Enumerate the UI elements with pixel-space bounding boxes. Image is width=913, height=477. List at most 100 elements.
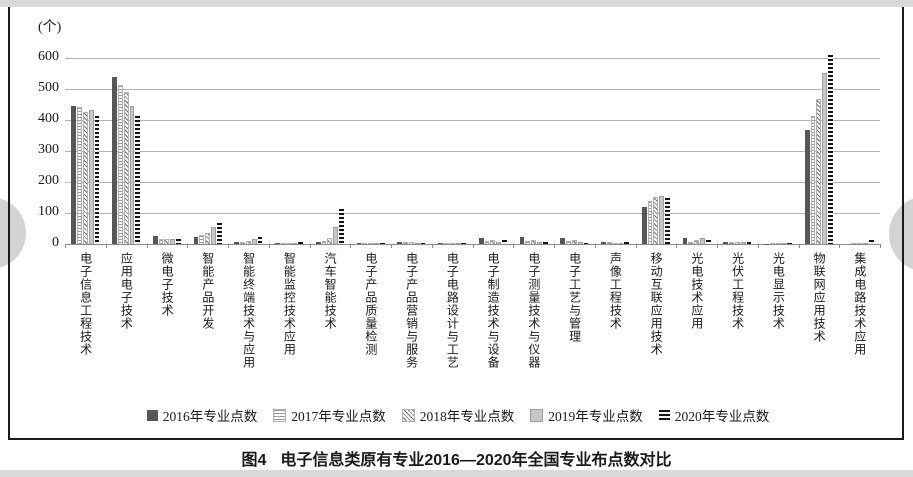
bar-group xyxy=(636,58,677,244)
bar xyxy=(414,242,420,244)
bar xyxy=(356,242,362,244)
bar xyxy=(298,242,304,244)
bar xyxy=(740,241,746,244)
bar xyxy=(542,241,548,244)
x-axis-category-label: 智能产品开发 xyxy=(200,252,215,330)
bar xyxy=(734,241,740,244)
legend-item: 2017年专业点数 xyxy=(273,405,386,425)
legend-label: 2016年专业点数 xyxy=(162,409,258,424)
x-axis-tick xyxy=(513,244,515,248)
bar-group xyxy=(106,58,147,244)
x-axis-category-label: 移动互联应用技术 xyxy=(649,252,664,356)
bar-group xyxy=(595,58,636,244)
x-axis-tick xyxy=(676,244,678,248)
figure-caption: 图4 电子信息类原有专业2016—2020年全国专业布点数对比 xyxy=(0,446,913,470)
bar xyxy=(560,238,566,244)
bar xyxy=(682,237,688,244)
bar xyxy=(496,241,502,244)
bar-group xyxy=(228,58,269,244)
bar xyxy=(333,226,339,244)
bar xyxy=(566,240,571,244)
bar xyxy=(158,239,164,244)
plot-area: 0 100 200 300 400 500 600 xyxy=(38,49,881,250)
bar xyxy=(123,92,129,244)
bar xyxy=(729,242,734,244)
bar xyxy=(321,240,327,244)
x-axis-category-label: 电子测量技术与仪器 xyxy=(526,252,541,369)
bar xyxy=(374,243,379,244)
bar xyxy=(868,240,874,244)
bar xyxy=(152,235,158,244)
x-axis-tick xyxy=(554,244,555,248)
bar xyxy=(531,240,537,244)
y-axis-tick-label: 300 xyxy=(38,142,59,157)
bar xyxy=(245,240,251,244)
legend-item: 2020年专业点数 xyxy=(658,405,769,425)
bar xyxy=(775,243,781,244)
bar xyxy=(251,238,257,244)
y-axis-tick-label: 600 xyxy=(38,49,59,64)
x-axis-category-label: 光伏工程技术 xyxy=(730,252,745,330)
bar-group xyxy=(554,58,595,244)
x-axis-category-label: 应用电子技术 xyxy=(119,252,134,330)
x-axis-category-label: 汽车智能技术 xyxy=(323,252,338,330)
bar xyxy=(705,240,711,244)
legend-item: 2018年专业点数 xyxy=(401,405,515,425)
y-axis-tick-label: 200 xyxy=(38,173,59,188)
bar-group xyxy=(432,58,473,244)
x-axis-tick xyxy=(839,244,841,248)
y-axis-unit-label: (个) xyxy=(38,20,62,35)
bar xyxy=(612,243,618,244)
chart-legend: 2016年专业点数 2017年专业点数 2018年专业点数 2019年专业点数 2020… xyxy=(10,405,906,425)
bar xyxy=(606,242,612,244)
bar xyxy=(694,239,700,244)
x-axis-category-label: 电子信息工程技术 xyxy=(78,252,93,356)
x-axis-category-label: 智能监控技术应用 xyxy=(282,252,297,356)
bar xyxy=(828,54,833,244)
legend-label: 2018年专业点数 xyxy=(419,409,515,424)
x-axis-tick xyxy=(391,244,392,248)
bar xyxy=(443,243,449,244)
bar xyxy=(810,115,816,244)
bar xyxy=(571,240,577,244)
x-axis-category-label: 光电显示技术 xyxy=(771,252,786,330)
bar xyxy=(164,238,170,244)
x-axis-tick xyxy=(717,244,718,248)
bar-group xyxy=(717,58,758,244)
bar-group xyxy=(839,58,880,244)
legend-label: 2019年专业点数 xyxy=(548,409,643,424)
y-axis-tick-label: 0 xyxy=(52,235,59,250)
legend-item: 2019年专业点数 xyxy=(530,405,643,425)
x-axis-category-label: 智能终端技术与应用 xyxy=(241,252,256,369)
legend-item: 2016年专业点数 xyxy=(146,405,258,425)
gridline xyxy=(65,151,880,152)
x-axis-tick xyxy=(472,244,474,248)
bar xyxy=(659,195,665,244)
bar xyxy=(368,243,374,244)
x-axis-category-label: 电子产品营销与服务 xyxy=(404,252,419,369)
bar xyxy=(82,112,88,244)
bar xyxy=(537,242,542,244)
bar-group xyxy=(676,58,717,244)
gridline xyxy=(65,120,880,121)
x-axis-category-label: 物联网应用技术 xyxy=(812,252,827,343)
legend-label: 2017年专业点数 xyxy=(291,409,386,424)
gridline xyxy=(65,213,880,214)
bar xyxy=(397,241,403,244)
x-axis-tick xyxy=(798,244,800,248)
bar xyxy=(746,241,752,244)
bar xyxy=(455,243,461,244)
x-axis-tick xyxy=(187,244,189,248)
bar xyxy=(315,242,321,244)
x-axis-tick xyxy=(594,244,596,248)
y-axis-tick-label: 500 xyxy=(38,80,59,95)
bar xyxy=(170,239,176,244)
bar xyxy=(816,99,822,244)
bar xyxy=(502,240,507,244)
bar xyxy=(292,242,298,244)
x-axis-tick xyxy=(757,244,759,248)
bar xyxy=(577,242,583,244)
bar xyxy=(857,243,863,244)
bar xyxy=(257,236,263,244)
